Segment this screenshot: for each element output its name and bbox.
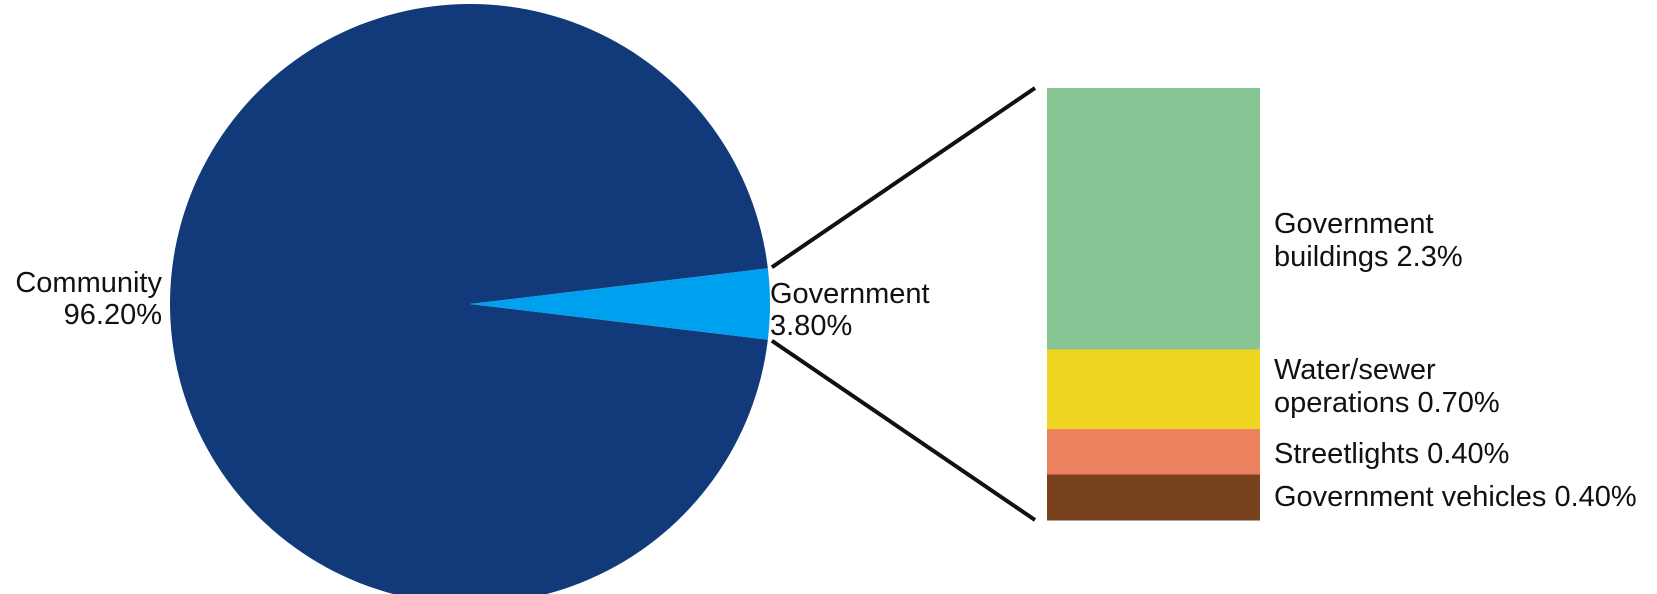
government-buildings-label: buildings 2.3% [1274, 241, 1463, 273]
government-value: 3.80% [770, 310, 852, 342]
bar-segment-water-sewer [1047, 349, 1260, 430]
government-vehicles-label: Government vehicles 0.40% [1274, 481, 1637, 513]
breakdown-bar [1047, 88, 1260, 521]
community-label: Community [15, 267, 162, 299]
government-label: Government [770, 278, 930, 310]
water-sewer-label: operations 0.70% [1274, 387, 1500, 419]
pie-chart [170, 4, 770, 594]
streetlights-label: Streetlights 0.40% [1274, 438, 1509, 470]
connector-lines [770, 86, 1037, 522]
pie-slice-community [170, 4, 768, 594]
pie-slice-government [470, 268, 770, 340]
bar-segment-government-buildings [1047, 88, 1260, 350]
bar-segment-streetlights [1047, 429, 1260, 476]
connector-line-top [770, 86, 1037, 269]
community-value: 96.20% [64, 299, 162, 331]
labels: Community 96.20% Government 3.80% Govern… [15, 208, 1636, 513]
water-sewer-label: Water/sewer [1274, 354, 1436, 386]
government-buildings-label: Government [1274, 208, 1434, 240]
connector-line-bottom [770, 339, 1037, 522]
bar-segment-government-vehicles [1047, 474, 1260, 521]
